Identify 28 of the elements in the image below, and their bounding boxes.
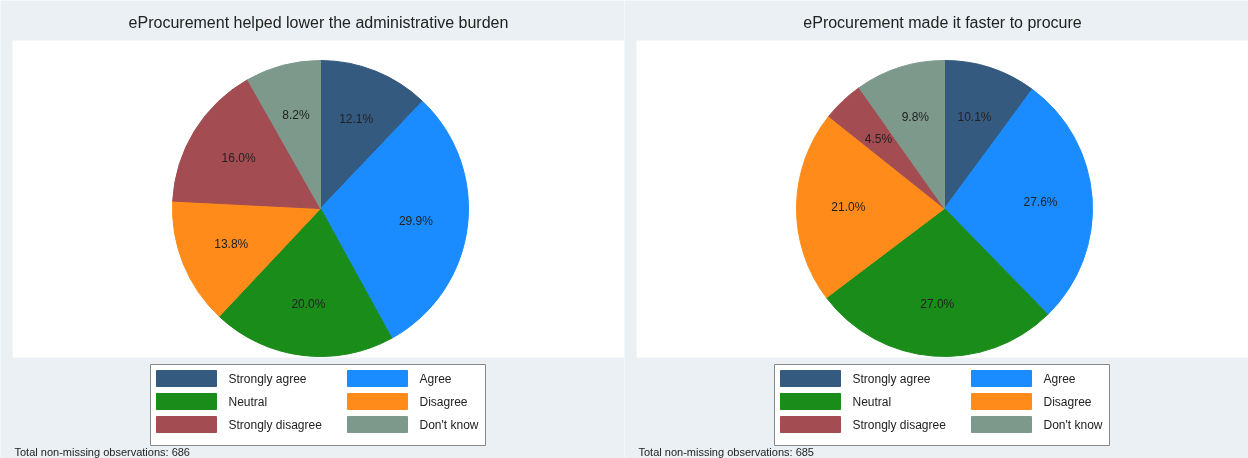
data-label: 27.6% bbox=[1023, 194, 1058, 209]
legend-label: Don't know bbox=[1043, 417, 1103, 432]
text: Total non-missing observations: 686 bbox=[14, 445, 190, 458]
legend-label: Agree bbox=[1043, 371, 1076, 386]
data-label: 10.1% bbox=[957, 110, 992, 125]
data-label: 21.0% bbox=[831, 200, 866, 215]
chart-title: eProcurement helped lower the administrative burden bbox=[128, 14, 509, 31]
data-label: 13.8% bbox=[214, 237, 249, 252]
legend-label: Strongly agree bbox=[852, 371, 931, 386]
data-label: 29.9% bbox=[398, 213, 434, 228]
legend-label: Agree bbox=[419, 371, 452, 386]
legend-label: Neutral bbox=[228, 394, 268, 409]
legend-label: Don't know bbox=[419, 417, 479, 432]
legend-label: Strongly disagree bbox=[228, 417, 323, 432]
data-label: 16.0% bbox=[221, 150, 256, 165]
data-label: 27.0% bbox=[920, 297, 955, 312]
legend-label: Strongly disagree bbox=[852, 417, 947, 432]
data-label: 12.1% bbox=[339, 112, 374, 127]
legend-label: Strongly agree bbox=[228, 371, 307, 386]
data-label: 8.2% bbox=[282, 108, 310, 123]
legend-label: Neutral bbox=[852, 394, 892, 409]
chart-title: eProcurement made it faster to procure bbox=[803, 14, 1082, 31]
legend-label: Disagree bbox=[419, 394, 468, 409]
data-label: 9.8% bbox=[901, 109, 930, 124]
legend-label: Disagree bbox=[1043, 394, 1092, 409]
data-label: 4.5% bbox=[864, 131, 893, 146]
data-label: 20.0% bbox=[291, 296, 326, 311]
text: Total non-missing observations: 685 bbox=[638, 445, 814, 458]
